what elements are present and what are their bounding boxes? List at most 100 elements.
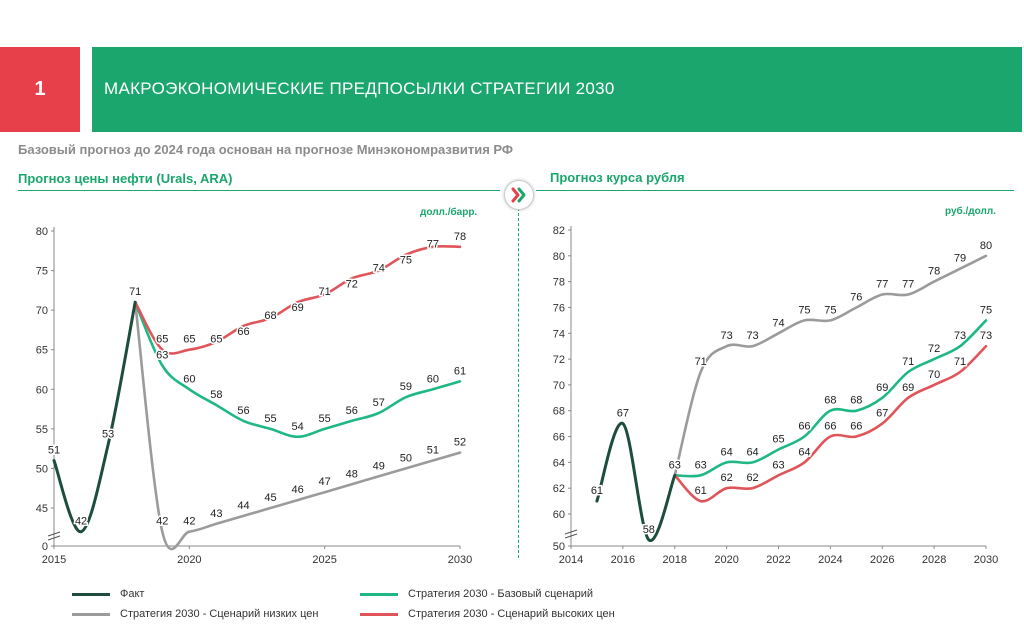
data-label: 56 (237, 405, 249, 417)
axis-break-mark (564, 529, 578, 539)
data-label: 71 (319, 286, 331, 298)
data-label: 62 (746, 472, 758, 484)
data-label: 56 (346, 405, 358, 417)
x-tick-label: 2020 (714, 554, 738, 566)
data-label: 64 (798, 446, 810, 458)
center-divider (518, 208, 519, 558)
series-line-high (673, 344, 988, 503)
data-label: 42 (183, 516, 195, 528)
x-tick-label: 2030 (448, 554, 472, 566)
data-label: 73 (980, 330, 992, 342)
series-line-low (673, 254, 988, 477)
data-label: 68 (824, 395, 836, 407)
data-label: 55 (319, 413, 331, 425)
data-label: 68 (850, 395, 862, 407)
x-tick-label: 2028 (922, 554, 946, 566)
data-label: 72 (928, 343, 940, 355)
data-label: 50 (400, 452, 412, 464)
y-tick-label: 80 (36, 226, 48, 238)
x-tick-label: 2022 (766, 554, 790, 566)
y-tick-label: 50 (36, 463, 48, 475)
data-label: 64 (746, 446, 758, 458)
data-label: 59 (400, 381, 412, 393)
data-label: 71 (129, 286, 141, 298)
data-label: 77 (876, 279, 888, 291)
data-label: 78 (454, 231, 466, 243)
y-tick-label: 50 (553, 541, 565, 553)
series-line-base (673, 319, 988, 478)
left-title-divider (18, 190, 500, 191)
data-label: 46 (291, 484, 303, 496)
data-label: 43 (210, 508, 222, 520)
x-tick-label: 2030 (974, 554, 998, 566)
data-label: 55 (264, 413, 276, 425)
data-label: 42 (156, 516, 168, 528)
data-label: 67 (617, 408, 629, 420)
data-label: 61 (695, 485, 707, 497)
data-label: 67 (876, 408, 888, 420)
data-label: 44 (237, 500, 249, 512)
series-line-low (133, 300, 462, 551)
data-label: 75 (980, 304, 992, 316)
y-tick-label: 55 (36, 424, 48, 436)
y-tick-label: 76 (553, 302, 565, 314)
legend-item-fact: Факт (72, 588, 144, 600)
axis-break-mark (47, 531, 61, 541)
data-label: 58 (210, 389, 222, 401)
data-label: 49 (373, 460, 385, 472)
legend-item-base: Стратегия 2030 - Базовый сценарий (360, 588, 593, 600)
legend-label-base: Стратегия 2030 - Базовый сценарий (408, 588, 594, 600)
data-label: 57 (373, 397, 385, 409)
data-label: 42 (75, 516, 87, 528)
y-tick-label: 74 (553, 328, 565, 340)
data-label: 61 (591, 485, 603, 497)
data-label: 45 (264, 492, 276, 504)
y-tick-label: 0 (42, 541, 48, 553)
data-label: 66 (824, 421, 836, 433)
x-tick-label: 2020 (177, 554, 201, 566)
data-label: 73 (721, 330, 733, 342)
data-label: 78 (928, 266, 940, 278)
data-label: 65 (156, 334, 168, 346)
y-tick-label: 66 (553, 432, 565, 444)
y-tick-label: 82 (553, 225, 565, 237)
data-label: 75 (400, 255, 412, 267)
oil-unit-label: долл./барр. (420, 207, 478, 218)
y-tick-label: 60 (553, 509, 565, 521)
y-tick-label: 80 (553, 251, 565, 263)
data-label: 77 (427, 239, 439, 251)
y-tick-label: 65 (36, 345, 48, 357)
data-label: 63 (772, 459, 784, 471)
y-tick-label: 60 (36, 384, 48, 396)
page-subtitle: Базовый прогноз до 2024 года основан на … (18, 142, 513, 157)
data-label: 74 (373, 262, 385, 274)
data-label: 52 (454, 437, 466, 449)
legend-item-low: Стратегия 2030 - Сценарий низких цен (72, 608, 318, 620)
data-label: 58 (643, 524, 655, 536)
oil-price-chart: 0 45 50 55 60 65 70 75 80 2015 2020 2025 2030 51 42 53 7… (36, 226, 472, 566)
data-label: 69 (291, 302, 303, 314)
data-label: 66 (237, 326, 249, 338)
legend-label-high: Стратегия 2030 - Сценарий высоких цен (408, 608, 615, 620)
data-label: 51 (427, 445, 439, 457)
legend-swatch-base (360, 592, 398, 596)
legend-swatch-high (360, 612, 398, 616)
data-label: 63 (695, 459, 707, 471)
data-label: 64 (721, 446, 733, 458)
x-tick-label: 2014 (559, 554, 583, 566)
legend-item-high: Стратегия 2030 - Сценарий высоких цен (360, 608, 615, 620)
data-label: 51 (48, 445, 60, 457)
x-tick-label: 2024 (818, 554, 842, 566)
page-title: МАКРОЭКОНОМИЧЕСКИЕ ПРЕДПОСЫЛКИ СТРАТЕГИИ… (104, 79, 615, 98)
series-line-fact (52, 300, 137, 534)
data-label: 77 (902, 279, 914, 291)
y-tick-label: 70 (36, 305, 48, 317)
data-label: 61 (454, 365, 466, 377)
header-banner: МАКРОЭКОНОМИЧЕСКИЕ ПРЕДПОСЫЛКИ СТРАТЕГИИ… (92, 47, 1022, 132)
data-label: 60 (427, 373, 439, 385)
series-line-fact (595, 422, 677, 542)
y-tick-label: 78 (553, 277, 565, 289)
ruble-rate-chart: 50 60 62 64 66 68 70 72 74 76 78 80 82 2014 2016 2018 20… (553, 225, 998, 566)
legend-label-fact: Факт (120, 588, 145, 600)
legend-swatch-low (72, 612, 110, 616)
